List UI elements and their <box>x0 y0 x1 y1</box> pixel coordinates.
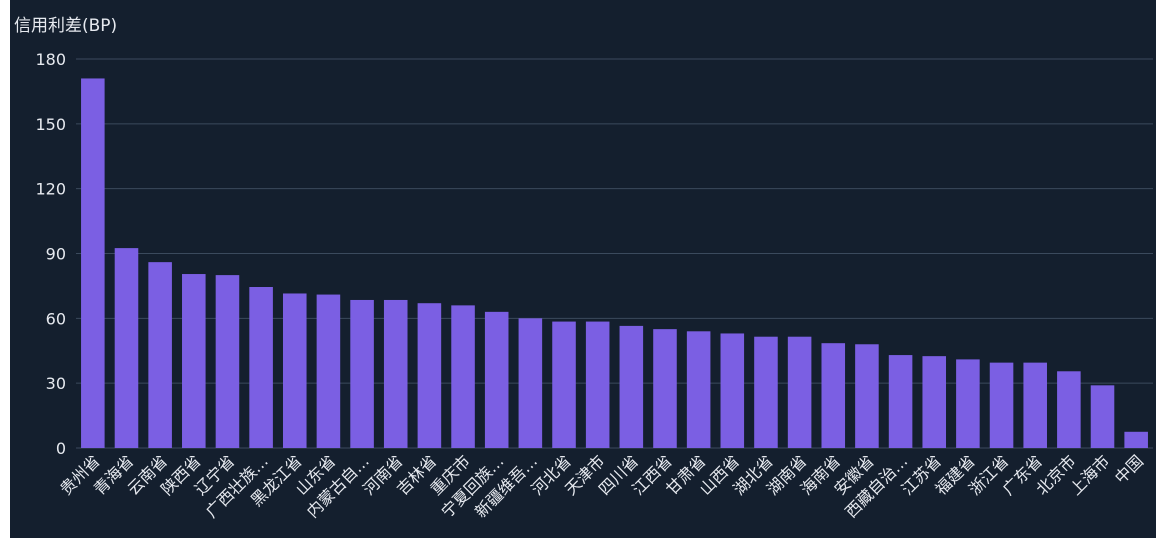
y-tick-label: 90 <box>46 245 66 264</box>
y-axis-title: 信用利差(BP) <box>14 16 117 36</box>
bar <box>81 78 105 448</box>
bar <box>1023 362 1047 448</box>
bar <box>350 299 374 448</box>
y-tick-label: 120 <box>35 180 66 199</box>
y-tick-label: 30 <box>46 374 66 393</box>
bar <box>855 344 879 448</box>
x-axis-labels: 贵州省青海省云南省陕西省辽宁省广西壮族…黑龙江省山东省内蒙古自…河南省吉林省重庆… <box>56 451 1147 521</box>
chart-panel: 信用利差(BP) 0 30 60 90 120 150 180 贵州省 青海省 云南省 陕西省 辽宁… <box>10 0 1156 538</box>
bar <box>989 362 1014 448</box>
bars <box>81 78 1148 448</box>
bar <box>653 329 677 448</box>
bar <box>417 303 442 448</box>
y-tick-label: 180 <box>35 50 66 69</box>
bar <box>518 318 543 448</box>
bar <box>282 293 307 448</box>
bar <box>686 331 711 448</box>
bar <box>956 359 980 448</box>
bar <box>754 336 778 448</box>
y-tick-label: 150 <box>35 115 66 134</box>
bar <box>182 274 206 448</box>
y-tick-label: 0 <box>56 439 66 458</box>
credit-spread-bar-chart: 信用利差(BP) 0 30 60 90 120 150 180 贵州省青海省云南省陕西省辽宁… <box>14 16 1153 521</box>
x-tick-label: 中国 <box>1111 451 1147 487</box>
bar <box>114 248 139 448</box>
bar <box>215 275 240 448</box>
bar <box>888 355 913 448</box>
bar <box>922 356 947 448</box>
bar <box>484 311 509 448</box>
bar <box>1057 371 1081 448</box>
bar <box>316 294 341 448</box>
bar <box>720 333 745 448</box>
bar <box>552 321 576 448</box>
bar <box>585 321 610 448</box>
y-tick-label: 60 <box>46 309 66 328</box>
bar <box>1090 385 1115 448</box>
bar <box>451 305 475 448</box>
bar <box>1124 431 1148 448</box>
bar <box>148 262 172 448</box>
bar <box>821 343 846 448</box>
bar <box>249 286 273 448</box>
bar <box>619 325 644 448</box>
y-axis-ticks: 0 30 60 90 120 150 180 <box>35 50 66 458</box>
bar <box>787 336 812 448</box>
bar <box>383 299 408 448</box>
